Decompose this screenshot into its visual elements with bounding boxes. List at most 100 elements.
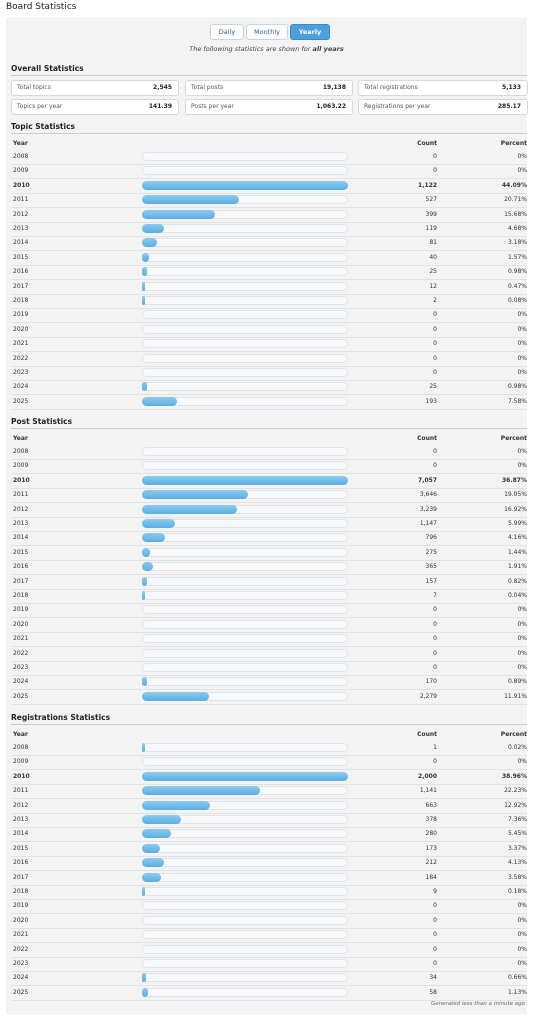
row-separator: [11, 899, 527, 900]
row-separator: [11, 178, 527, 180]
tab[interactable]: Yearly: [290, 24, 330, 40]
percent: 0.98%: [507, 268, 527, 276]
percent: 0%: [517, 462, 527, 470]
bar: [142, 296, 145, 305]
count: 0: [433, 960, 437, 967]
year: 2017: [13, 577, 29, 585]
count: 0: [433, 902, 437, 910]
year: 2018: [13, 297, 29, 304]
bar-track: [142, 872, 348, 882]
percent: 11.91%: [504, 692, 527, 700]
bar: [142, 815, 181, 824]
count: 58: [429, 988, 437, 996]
row-separator: [11, 221, 527, 223]
count: 275: [425, 548, 437, 556]
year: 2014: [13, 830, 29, 838]
year: 2013: [13, 225, 29, 232]
year: 2012: [13, 505, 29, 513]
year: 2016: [13, 859, 29, 867]
percent: 3.37%: [507, 844, 527, 852]
tab[interactable]: Daily: [210, 24, 244, 40]
bar-track: [142, 368, 348, 377]
year: 2014: [13, 239, 29, 247]
year: 2008: [13, 153, 29, 160]
tab[interactable]: Monthly: [246, 24, 288, 40]
count: 1,122: [418, 181, 437, 189]
percent: 0%: [517, 931, 527, 939]
row-separator: [11, 769, 527, 771]
percent: 7.36%: [507, 816, 527, 823]
row-separator: [11, 588, 527, 590]
bar-track: [142, 901, 348, 911]
stat-box: Posts per year 1,063.22: [185, 99, 353, 115]
stat-label: Posts per year: [191, 103, 234, 110]
bar: [142, 786, 260, 796]
bar: [142, 743, 145, 752]
row-separator: [11, 293, 527, 295]
count: 1,147: [419, 520, 437, 527]
section-title: Registrations Statistics: [11, 713, 111, 722]
bar: [142, 691, 209, 701]
bar-track: [142, 829, 348, 839]
row-separator: [11, 927, 527, 929]
row-separator: [11, 999, 527, 1001]
count: 184: [425, 873, 437, 881]
percent: 0%: [517, 311, 527, 319]
year: 2019: [13, 606, 29, 614]
bar-track: [142, 757, 348, 767]
section-title: Post Statistics: [11, 417, 73, 426]
row-separator: [11, 689, 527, 691]
count: 173: [425, 844, 437, 852]
row-separator: [11, 559, 527, 561]
year: 2016: [13, 268, 29, 276]
percent: 1.44%: [507, 548, 527, 556]
year: 2015: [13, 548, 29, 556]
bar-track: [142, 547, 348, 557]
bar-track: [142, 310, 348, 320]
row-separator: [11, 531, 527, 532]
section-title: Topic Statistics: [11, 122, 76, 131]
bar-track: [142, 743, 348, 752]
percent: 0%: [517, 635, 527, 643]
percent: 0%: [517, 649, 527, 657]
count: 7,057: [418, 476, 437, 484]
year: 2020: [13, 325, 29, 333]
bar: [142, 829, 171, 839]
bar: [142, 973, 146, 983]
count: 0: [433, 606, 437, 614]
bar-track: [142, 562, 348, 572]
bar-track: [142, 634, 348, 644]
bar-track: [142, 944, 348, 954]
count: 0: [433, 620, 437, 628]
year: 2020: [13, 620, 29, 628]
subtitle-emphasis: all years: [312, 45, 344, 53]
row-separator: [11, 675, 527, 676]
row-separator: [11, 798, 527, 800]
bar-track: [142, 677, 348, 687]
bar-track: [142, 576, 348, 586]
year: 2018: [13, 592, 29, 599]
page-title: Board Statistics: [6, 2, 77, 12]
count: 119: [425, 225, 437, 232]
count: 25: [429, 268, 437, 276]
year: 2022: [13, 649, 29, 657]
percent: 20.71%: [504, 196, 527, 204]
count: 0: [433, 931, 437, 939]
stat-box: Registrations per year 285.17: [358, 99, 528, 115]
percent: 5.45%: [507, 830, 527, 838]
count: 2,279: [419, 692, 437, 700]
row-separator: [11, 192, 527, 194]
bar-track: [142, 987, 348, 997]
row-separator: [11, 351, 527, 353]
percent: 0%: [517, 448, 527, 455]
column-header: Percent: [500, 140, 527, 147]
row-separator: [11, 545, 527, 547]
bar-track: [142, 648, 348, 658]
bar-track: [142, 930, 348, 940]
percent: 1.57%: [507, 253, 527, 261]
stat-box: Total posts 19,138: [185, 80, 353, 96]
year: 2008: [13, 744, 29, 751]
year: 2010: [13, 772, 30, 780]
count: 2,000: [418, 772, 437, 780]
stat-value: 2,545: [153, 84, 172, 91]
